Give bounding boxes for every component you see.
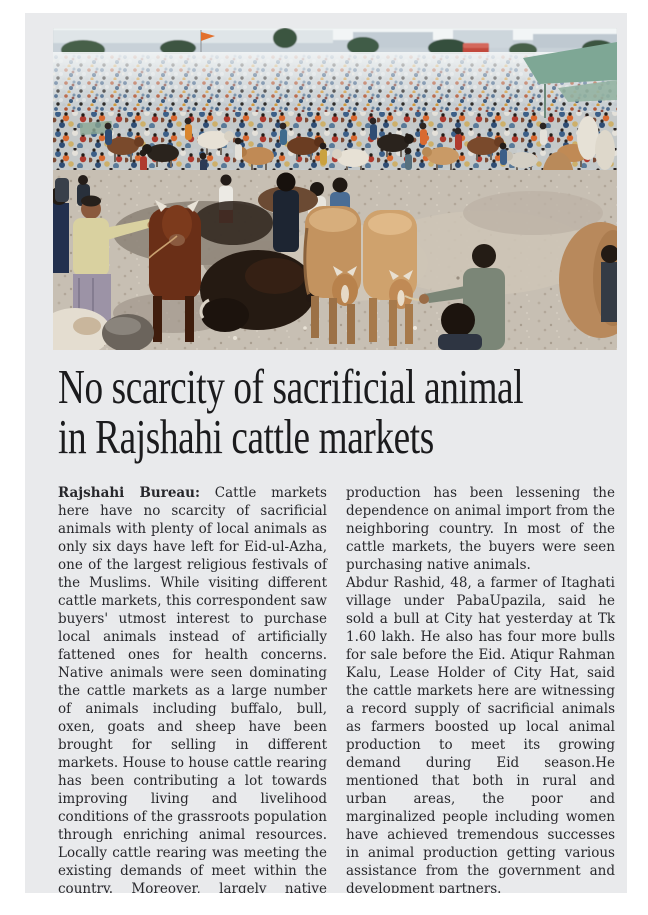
article-column-left: Rajshahi Bureau: Cattle markets here hav… (58, 484, 327, 893)
second-paragraph: Abdur Rashid, 48, a farmer of Itaghati v… (346, 575, 615, 893)
lead-paragraph: Rajshahi Bureau: Cattle markets here hav… (58, 484, 327, 893)
lead-paragraph-text: Cattle markets here have no scarcity of … (58, 485, 327, 893)
newspaper-clipping: No scarcity of sacrificial animal in Raj… (25, 13, 627, 893)
dateline-label: Rajshahi Bureau: (58, 485, 200, 501)
photo-foreground-figures (53, 172, 617, 350)
continuation-paragraph: production has been lessening the depend… (346, 485, 615, 573)
cattle-market-photo (53, 28, 617, 350)
photo-midground-cattle-and-people (104, 116, 615, 204)
article-column-right: production has been lessening the depend… (346, 484, 615, 893)
article-headline: No scarcity of sacrificial animal in Raj… (58, 359, 524, 464)
article-body: Rajshahi Bureau: Cattle markets here hav… (58, 484, 615, 893)
